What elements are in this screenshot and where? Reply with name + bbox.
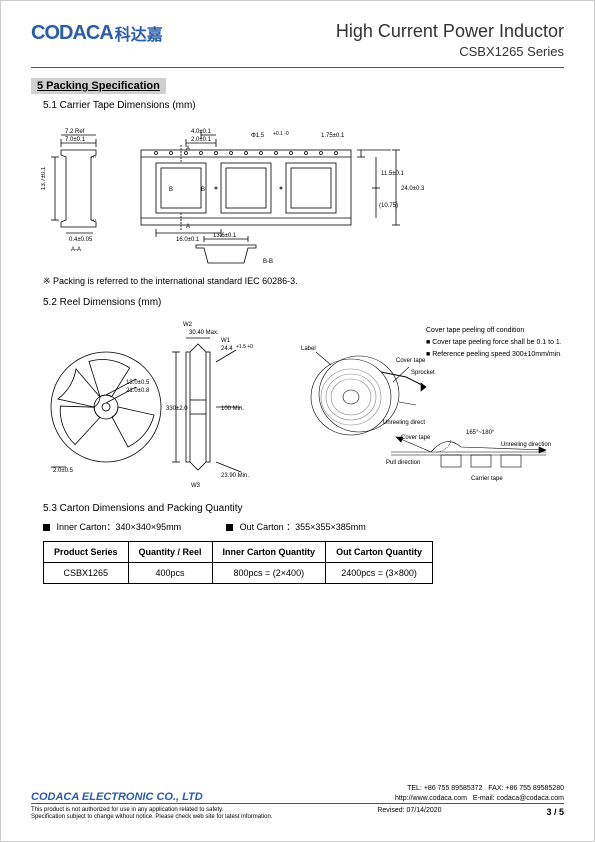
th-out-qty: Out Carton Quantity: [326, 542, 433, 563]
label-unreel: Unreeling direct: [383, 420, 425, 426]
page-header: CODACA 科达嘉 High Current Power Inductor C…: [31, 21, 564, 59]
logo: CODACA 科达嘉: [31, 21, 163, 45]
logo-text: CODACA: [31, 22, 113, 45]
reel-diagram: 13.0±0.5 21.0±0.8 2.0±0.5 330±2.0 30.40 …: [41, 312, 554, 497]
label-pull: Pull direction: [386, 460, 420, 466]
label-cover-tape: Cover tape: [396, 358, 426, 364]
dim-7.0: 7.0±0.1: [65, 137, 86, 143]
series-label: CSBX1265 Series: [336, 44, 564, 59]
cond2: ■ Reference peeling speed 300±10mm/min.: [426, 351, 561, 358]
td-inner-qty: 800pcs = (2×400): [212, 563, 326, 584]
td-qty-reel: 400pcs: [128, 563, 212, 584]
dim-11.5: 11.5±0.1: [381, 171, 405, 177]
sub52-heading: 5.2 Reel Dimensions (mm): [43, 297, 564, 308]
packing-note: ※ Packing is referred to the internation…: [43, 276, 564, 287]
dim-330: 330±2.0: [166, 406, 188, 412]
page-number: 3 / 5: [546, 807, 564, 821]
dim-phi1.5: Φ1.5: [251, 133, 265, 139]
company-name: CODACA ELECTRONIC CO., LTD: [31, 791, 203, 803]
contact-info: TEL: +86 755 89585372 FAX: +86 755 89585…: [395, 784, 564, 802]
cond-title: Cover tape peeling off condition: [426, 327, 524, 334]
dim-16.0: 16.0±0.1: [176, 237, 200, 243]
sub53-heading: 5.3 Carton Dimensions and Packing Quanti…: [43, 503, 564, 514]
sub51-heading: 5.1 Carrier Tape Dimensions (mm): [43, 100, 564, 111]
label-unreel2: Unreeling direction: [501, 442, 551, 448]
carrier-tape-diagram: 7.2 Ref 7.0±0.1 13.7±0.1 0.4±0.05 A-A: [41, 115, 554, 270]
dim-13.6: 13.6±0.1: [213, 233, 237, 239]
dim-24.0: 24.0±0.3: [401, 186, 425, 192]
th-qty-reel: Quantity / Reel: [128, 542, 212, 563]
section5-heading: 5 Packing Specification: [31, 78, 166, 94]
out-carton: Out Carton ：355×355×385mm: [240, 522, 366, 532]
dim-13.7: 13.7±0.1: [41, 166, 47, 190]
label-aa: A-A: [71, 247, 81, 253]
dim-2.0: 2.0±0.5: [53, 468, 74, 474]
label-w3: W3: [191, 483, 201, 489]
label-cover2: Cover tape: [401, 435, 431, 441]
label-bb: B-B: [263, 259, 273, 265]
label-b1: B: [169, 187, 173, 193]
label-angle: 165°~180°: [466, 430, 495, 436]
dim-4.0: 4.0±0.1: [191, 129, 212, 135]
dim-24.4-tol: +1.5 +0: [236, 344, 253, 350]
dim-10.75: (10.75): [379, 203, 398, 209]
dim-30.40: 30.40 Max.: [189, 330, 219, 336]
main-title: High Current Power Inductor: [336, 21, 564, 42]
disclaimer: This product is not authorized for use i…: [31, 807, 272, 821]
td-out-qty: 2400pcs = (3×800): [326, 563, 433, 584]
dim-100min: 100 Min.: [221, 406, 244, 412]
dim-0.4: 0.4±0.05: [69, 237, 93, 243]
label-w2: W2: [183, 322, 193, 328]
th-series: Product Series: [44, 542, 129, 563]
revised-date: Revised: 07/14/2020: [377, 807, 441, 821]
square-icon: [43, 524, 50, 531]
square-icon: [226, 524, 233, 531]
dim-7.2ref: 7.2 Ref: [65, 129, 85, 135]
dim-phi1.5-tol: +0.1 -0: [273, 131, 289, 137]
header-rule: [31, 67, 564, 68]
title-block: High Current Power Inductor CSBX1265 Ser…: [336, 21, 564, 59]
label-a-bot: A: [186, 224, 190, 230]
page-footer: CODACA ELECTRONIC CO., LTD TEL: +86 755 …: [31, 784, 564, 821]
carton-info: Inner Carton：340×340×95mm Out Carton ：35…: [43, 520, 552, 533]
label-sprocket: Sprocket: [411, 370, 435, 376]
footer-rule: [31, 803, 564, 804]
label-w1: W1: [221, 338, 231, 344]
td-series: CSBX1265: [44, 563, 129, 584]
dim-23.90: 23.90 Min.: [221, 473, 249, 479]
label-label: Label: [301, 346, 316, 352]
label-carrier: Carrier tape: [471, 476, 503, 482]
dim-2.0: 2.0±0.1: [191, 137, 212, 143]
dim-13.0: 13.0±0.5: [126, 380, 150, 386]
th-inner-qty: Inner Carton Quantity: [212, 542, 326, 563]
inner-carton: Inner Carton：340×340×95mm: [57, 522, 182, 532]
dim-24.4: 24.4: [221, 346, 233, 352]
packing-table: Product Series Quantity / Reel Inner Car…: [43, 541, 433, 584]
cond1: ■ Cover tape peeling force shall be 0.1 …: [426, 339, 561, 346]
logo-cn: 科达嘉: [115, 21, 163, 45]
label-a-top: A: [186, 146, 190, 152]
label-b2: B: [201, 187, 205, 193]
dim-1.75: 1.75±0.1: [321, 133, 345, 139]
dim-21.0: 21.0±0.8: [126, 388, 150, 394]
